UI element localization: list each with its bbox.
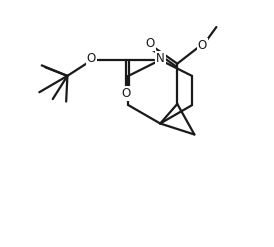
Text: O: O <box>145 37 155 50</box>
Text: O: O <box>87 52 96 64</box>
Text: N: N <box>156 52 165 65</box>
Text: O: O <box>121 87 131 100</box>
Text: O: O <box>198 39 207 52</box>
